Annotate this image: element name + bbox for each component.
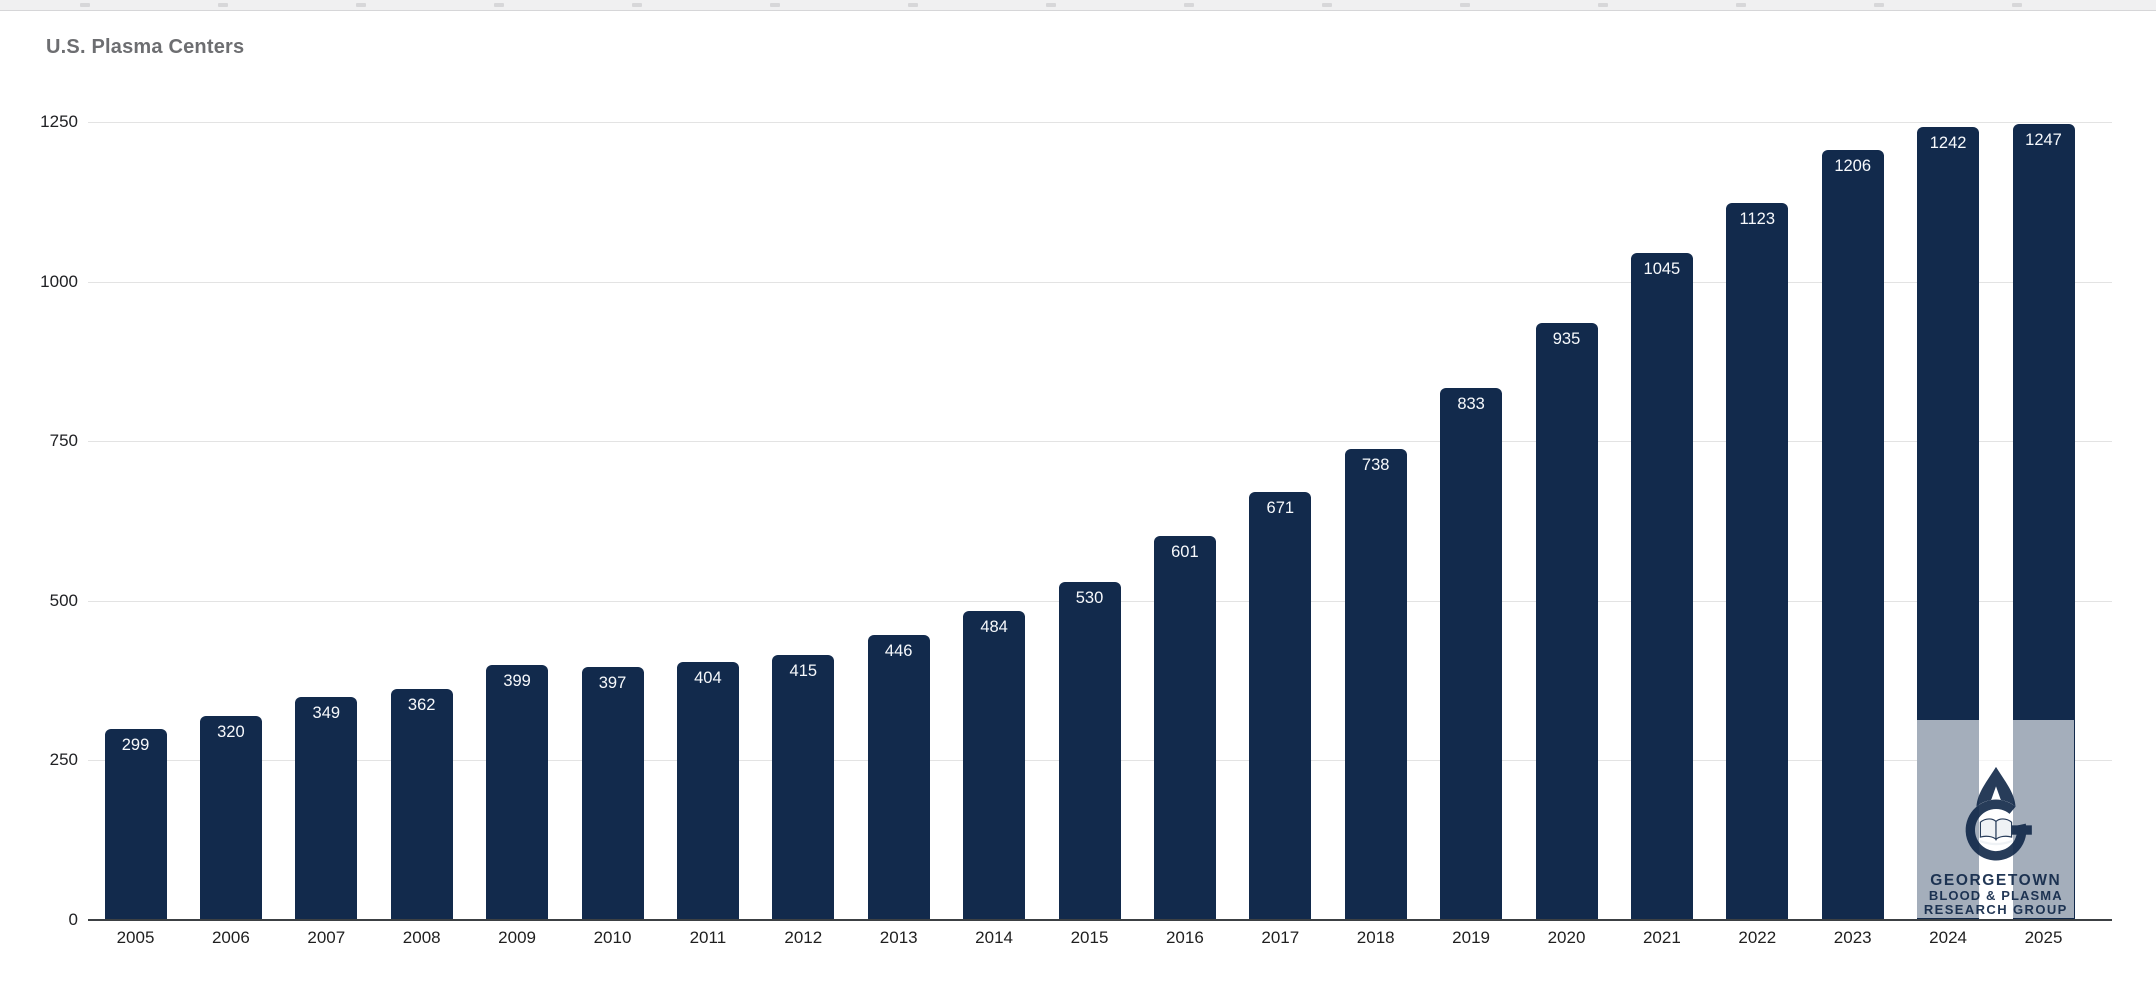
top-strip-mark <box>1874 3 1884 7</box>
x-axis-tick-label: 2023 <box>1833 928 1872 947</box>
droplet-g-book-icon <box>1965 766 2032 861</box>
x-axis-tick-label: 2010 <box>593 928 632 947</box>
top-strip-mark <box>908 3 918 7</box>
bar-value-label: 1045 <box>1643 259 1681 278</box>
x-axis-tick-label: 2020 <box>1547 928 1586 947</box>
bar-2013: 446 <box>867 635 930 920</box>
bar-value-label: 671 <box>1266 498 1295 517</box>
bar-2011: 404 <box>676 662 739 920</box>
top-strip-mark <box>1322 3 1332 7</box>
y-axis-tick-label: 750 <box>49 431 78 451</box>
bar-2009: 399 <box>486 665 549 920</box>
bar-value-label: 399 <box>503 672 531 691</box>
bar-2008: 362 <box>390 688 453 920</box>
bar-value-label: 601 <box>1171 543 1199 562</box>
x-axis-tick-label: 2016 <box>1165 928 1204 947</box>
x-axis-tick-label: 2017 <box>1261 928 1300 947</box>
top-strip-mark <box>1598 3 1608 7</box>
bar-2021: 1045 <box>1630 252 1693 920</box>
bar-2005: 299 <box>104 729 167 920</box>
bar-2018: 738 <box>1344 448 1407 920</box>
bar-value-label: 1123 <box>1739 210 1776 229</box>
bar-value-label: 833 <box>1457 395 1485 414</box>
x-axis-tick-label: 2005 <box>116 928 155 947</box>
bar-2014: 484 <box>963 611 1026 920</box>
y-axis-tick-label: 1250 <box>40 112 78 131</box>
bar-value-label: 1242 <box>1929 134 1967 153</box>
bar-value-label: 362 <box>407 695 436 714</box>
watermark-org-line3: RESEARCH GROUP <box>1923 902 2068 918</box>
x-axis-tick-label: 2009 <box>498 928 536 947</box>
bar-value-label: 530 <box>1075 588 1104 607</box>
bar-value-label: 320 <box>217 722 245 741</box>
bar-2019: 833 <box>1440 388 1503 920</box>
bar-value-label: 404 <box>694 669 722 688</box>
top-strip-mark <box>1046 3 1056 7</box>
top-strip-mark <box>2012 3 2022 7</box>
top-strip-mark <box>632 3 642 7</box>
bar-value-label: 1206 <box>1834 157 1872 176</box>
x-axis-tick-label: 2015 <box>1070 928 1109 947</box>
gridline-1250 <box>88 122 2112 123</box>
x-axis-line <box>88 919 2112 921</box>
bar-2016: 601 <box>1153 536 1216 920</box>
top-strip-mark <box>80 3 90 7</box>
bar-value-label: 397 <box>598 673 627 692</box>
y-axis-tick-label: 0 <box>68 910 78 929</box>
watermark-org-name: GEORGETOWN <box>1930 872 2062 890</box>
top-strip-mark <box>356 3 366 7</box>
y-axis-tick-label: 500 <box>49 590 78 610</box>
bar-value-label: 738 <box>1361 455 1390 474</box>
x-axis-tick-label: 2014 <box>975 928 1013 947</box>
bar-value-label: 349 <box>312 704 341 723</box>
y-axis-tick-label: 250 <box>49 750 78 770</box>
watermark-logo-box: GEORGETOWN BLOOD & PLASMA RESEARCH GROUP <box>1917 720 2075 918</box>
bar-2023: 1206 <box>1821 150 1884 920</box>
gridline-750 <box>88 441 2112 443</box>
x-axis-tick-label: 2022 <box>1738 928 1777 947</box>
bar-2015: 530 <box>1058 581 1121 920</box>
bar-value-label: 484 <box>980 618 1008 636</box>
bar-value-label: 299 <box>121 736 150 755</box>
bar-2006: 320 <box>199 715 262 920</box>
bar-2007: 349 <box>295 697 358 920</box>
watermark-org-line2: BLOOD & PLASMA <box>1928 888 2063 904</box>
cropped-top-strip <box>0 0 2156 11</box>
x-axis-tick-label: 2006 <box>211 928 250 947</box>
bar-2020: 935 <box>1535 323 1598 920</box>
top-strip-mark <box>1184 3 1194 7</box>
x-axis-tick-label: 2013 <box>879 928 918 947</box>
top-strip-mark <box>770 3 780 7</box>
x-axis-tick-label: 2025 <box>2024 928 2063 947</box>
x-axis-tick-label: 2021 <box>1642 928 1681 947</box>
bar-2010: 397 <box>581 666 644 920</box>
bar-2022: 1123 <box>1726 203 1789 920</box>
y-axis-tick-label: 1000 <box>40 271 78 291</box>
x-axis-tick-label: 2012 <box>784 928 823 947</box>
x-axis-tick-label: 2007 <box>307 928 346 947</box>
gridline-1000 <box>88 281 2112 283</box>
top-strip-mark <box>1460 3 1470 7</box>
bar-value-label: 1247 <box>2025 130 2062 149</box>
x-axis-tick-label: 2008 <box>402 928 441 947</box>
bar-value-label: 415 <box>789 662 818 681</box>
bar-value-label: 935 <box>1552 330 1581 349</box>
chart-title: U.S. Plasma Centers <box>46 36 245 58</box>
x-axis-tick-label: 2018 <box>1356 928 1395 947</box>
top-strip-mark <box>1736 3 1746 7</box>
x-axis-tick-label: 2011 <box>689 928 727 947</box>
top-strip-mark <box>494 3 504 7</box>
bar-2017: 671 <box>1249 491 1312 920</box>
x-axis-tick-label: 2019 <box>1452 928 1490 947</box>
top-strip-mark <box>218 3 228 7</box>
bar-2012: 415 <box>772 655 835 920</box>
bar-value-label: 446 <box>884 642 913 661</box>
x-axis-tick-label: 2024 <box>1929 928 1967 947</box>
